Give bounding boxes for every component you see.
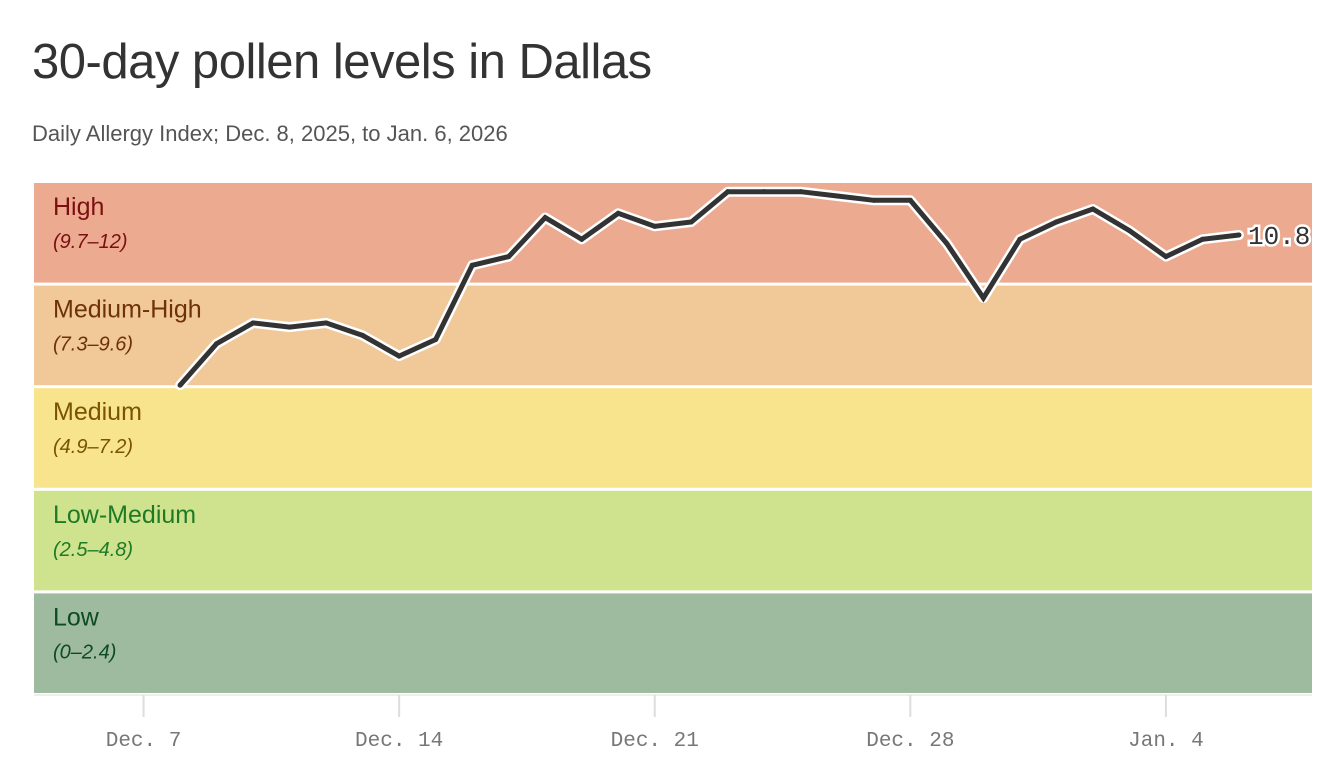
data-point [396,353,402,359]
band-medium-high [34,285,1312,386]
data-point [871,197,877,203]
data-point [542,215,548,221]
risk-bands: High (9.7–12) Medium-High (7.3–9.6) Medium (4… [34,183,1312,693]
data-point [652,223,658,229]
band-range-high: (9.7–12) [53,231,128,253]
x-tick-label: Dec. 7 [106,730,182,753]
band-label-low: Low [53,603,100,631]
data-point [1017,236,1023,242]
data-point [579,236,585,242]
data-point [1090,206,1096,212]
data-point [761,189,767,195]
data-point [506,254,512,260]
data-point [177,382,183,388]
data-point [323,320,329,326]
data-point [1236,232,1242,238]
band-low [34,593,1312,693]
band-low-medium [34,490,1312,591]
x-tick-label: Jan. 4 [1128,730,1204,753]
band-high [34,183,1312,283]
data-point [214,341,220,347]
x-tick-label: Dec. 14 [355,730,443,753]
chart-subtitle: Daily Allergy Index; Dec. 8, 2025, to Ja… [32,121,508,146]
data-point [433,337,439,343]
band-range-medium: (4.9–7.2) [53,436,133,458]
data-point [688,219,694,225]
x-axis: Dec. 7 Dec. 14 Dec. 21 Dec. 28 Jan. 4 [34,694,1312,753]
band-label-medium-high: Medium-High [53,296,202,324]
data-point [725,189,731,195]
band-label-high: High [53,193,104,221]
band-range-low-medium: (2.5–4.8) [53,539,133,561]
data-point [250,320,256,326]
x-tick-label: Dec. 21 [611,730,699,753]
x-tick-label: Dec. 28 [866,730,954,753]
band-label-low-medium: Low-Medium [53,501,196,529]
last-value-label: 10.8 [1248,222,1310,252]
data-point [798,189,804,195]
chart-title: 30-day pollen levels in Dallas [32,35,652,89]
data-point [469,262,475,268]
series-layer: 10.8 [175,186,1313,391]
band-range-medium-high: (7.3–9.6) [53,334,133,356]
series-line [178,189,1240,387]
data-point [1126,228,1132,234]
data-point [944,241,950,247]
data-point [980,295,986,301]
data-point [1163,254,1169,260]
data-point [615,210,621,216]
data-point [360,332,366,338]
data-point [1053,219,1059,225]
band-range-low: (0–2.4) [53,641,116,663]
data-point [287,324,293,330]
band-medium [34,388,1312,488]
data-point [907,197,913,203]
band-label-medium: Medium [53,398,142,426]
data-point [1199,236,1205,242]
data-point [834,193,840,199]
